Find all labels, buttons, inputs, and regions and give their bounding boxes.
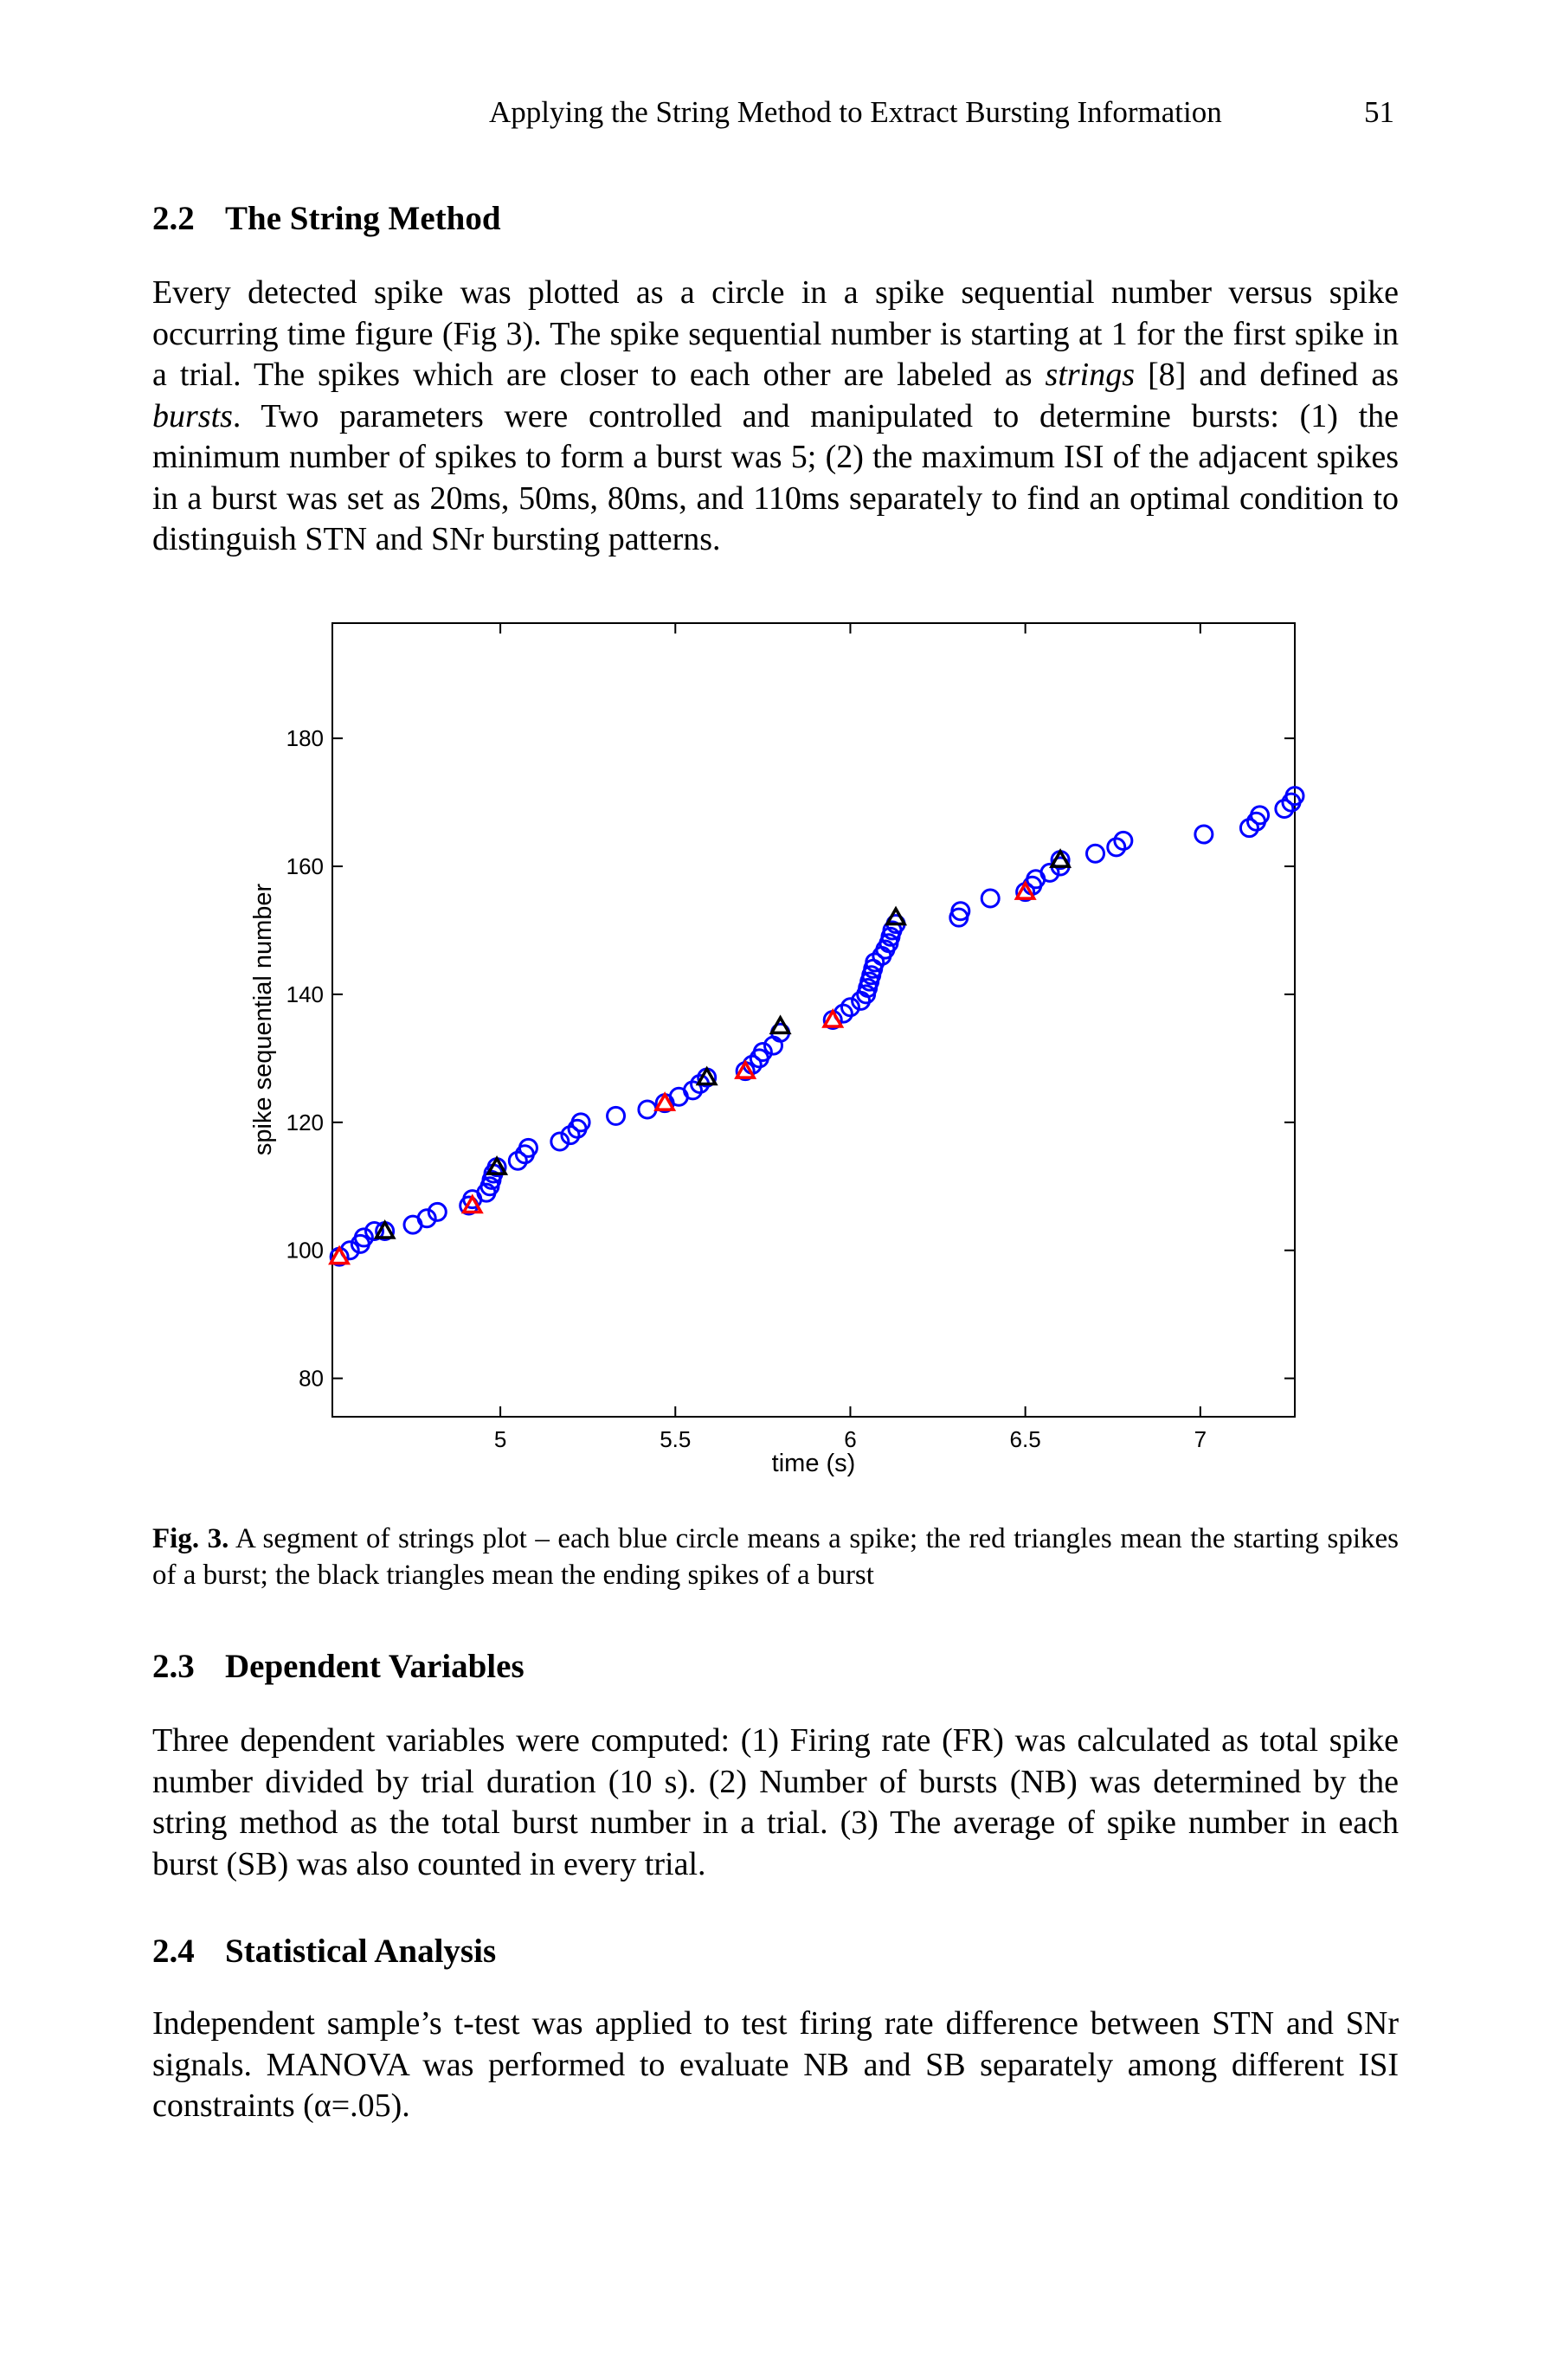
spike-circle [1113, 830, 1134, 851]
spike-circle [1284, 786, 1305, 807]
burst-end-triangle [486, 1155, 509, 1175]
x-tick-label: 7 [1194, 1426, 1207, 1452]
italic-term-strings: strings [1045, 357, 1136, 393]
spike-circle [1194, 824, 1214, 845]
spike-circle [682, 1080, 703, 1101]
section-number: 2.2 [152, 200, 195, 237]
burst-start-triangle [328, 1245, 351, 1265]
paragraph-dependent-variables: Three dependent variables were computed:… [152, 1722, 1399, 1882]
strings-plot-figure: 5 5.5 6 6.5 7 80 100 120 140 160 180 time (s) spik… [249, 622, 1305, 1477]
paragraph-string-method: Every detected spike was plotted as a ci… [152, 273, 1399, 561]
axis-ticks [332, 623, 1295, 1417]
y-tick-label: 140 [286, 981, 324, 1007]
spike-circle [840, 997, 860, 1018]
burst-start-triangle [1014, 880, 1037, 900]
x-tick-label: 5 [494, 1426, 506, 1452]
y-tick-label: 100 [286, 1238, 324, 1264]
y-axis-label: spike sequential number [249, 883, 277, 1155]
spike-circle [1239, 818, 1259, 839]
spike-circle [560, 1125, 581, 1146]
section-title: The String Method [225, 200, 501, 237]
paragraph-text: [8] and defined as [1135, 357, 1399, 393]
y-tick-label: 120 [286, 1110, 324, 1135]
page-number: 51 [1364, 95, 1394, 129]
spike-circle [353, 1227, 374, 1248]
section-heading-2-3: 2.3 Dependent Variables [152, 1647, 525, 1686]
caption-text: A segment of strings plot – each blue ci… [152, 1523, 1399, 1591]
paragraph-text: . Two parameters were controlled and man… [152, 397, 1399, 558]
spike-circle [950, 901, 971, 922]
spike-circle [364, 1221, 385, 1242]
section-title: Statistical Analysis [225, 1933, 497, 1970]
x-tick-label: 6.5 [1010, 1426, 1041, 1452]
spike-circle [606, 1105, 627, 1126]
paragraph-statistical-analysis: Independent sample’s t-test was applied … [152, 2005, 1399, 2124]
section-number: 2.4 [152, 1933, 195, 1970]
x-axis-label: time (s) [772, 1450, 856, 1477]
burst-end-triangle [885, 905, 908, 926]
burst-start-triangle [460, 1193, 484, 1214]
spike-circle [1250, 805, 1271, 826]
spike-circle [637, 1099, 658, 1120]
spike-circle [507, 1150, 528, 1171]
section-number: 2.3 [152, 1648, 195, 1685]
x-tick-label: 6 [844, 1426, 856, 1452]
paragraph-text: Every detected spike was plotted as a ci… [152, 274, 1399, 393]
spike-circle [980, 888, 1001, 909]
section-title: Dependent Variables [225, 1648, 525, 1685]
plot-marks [328, 786, 1305, 1267]
section-heading-2-4: 2.4 Statistical Analysis [152, 1932, 496, 1971]
burst-start-triangle [734, 1059, 757, 1079]
y-tick-label: 80 [299, 1366, 324, 1392]
y-tick-label: 180 [286, 725, 324, 751]
spike-circle [1085, 843, 1106, 864]
spike-circle [1106, 837, 1127, 858]
burst-end-triangle [695, 1065, 718, 1086]
burst-start-triangle [821, 1007, 845, 1028]
figure-caption: Fig. 3. A segment of strings plot – each… [152, 1521, 1399, 1593]
burst-end-triangle [373, 1219, 396, 1239]
section-heading-2-2: 2.2 The String Method [152, 199, 501, 238]
spike-circle [550, 1131, 570, 1152]
running-head: Applying the String Method to Extract Bu… [489, 95, 1222, 129]
burst-end-triangle [769, 1014, 792, 1035]
spike-circle [570, 1112, 591, 1133]
italic-term-bursts: bursts [152, 397, 233, 434]
spike-circle [416, 1208, 437, 1229]
spike-circle [865, 952, 885, 973]
spike-circle [427, 1201, 447, 1222]
burst-start-triangle [653, 1091, 677, 1111]
spike-circle [1039, 862, 1060, 883]
burst-end-triangle [1049, 848, 1072, 868]
spike-circle [1274, 798, 1295, 819]
axis-tick-labels: 5 5.5 6 6.5 7 80 100 120 140 160 180 [286, 725, 1207, 1452]
x-tick-label: 5.5 [660, 1426, 691, 1452]
caption-label: Fig. 3. [152, 1523, 229, 1554]
spike-circle [752, 1041, 773, 1062]
spike-circle [518, 1137, 538, 1158]
plot-axes-frame [331, 622, 1296, 1418]
y-tick-label: 160 [286, 853, 324, 879]
